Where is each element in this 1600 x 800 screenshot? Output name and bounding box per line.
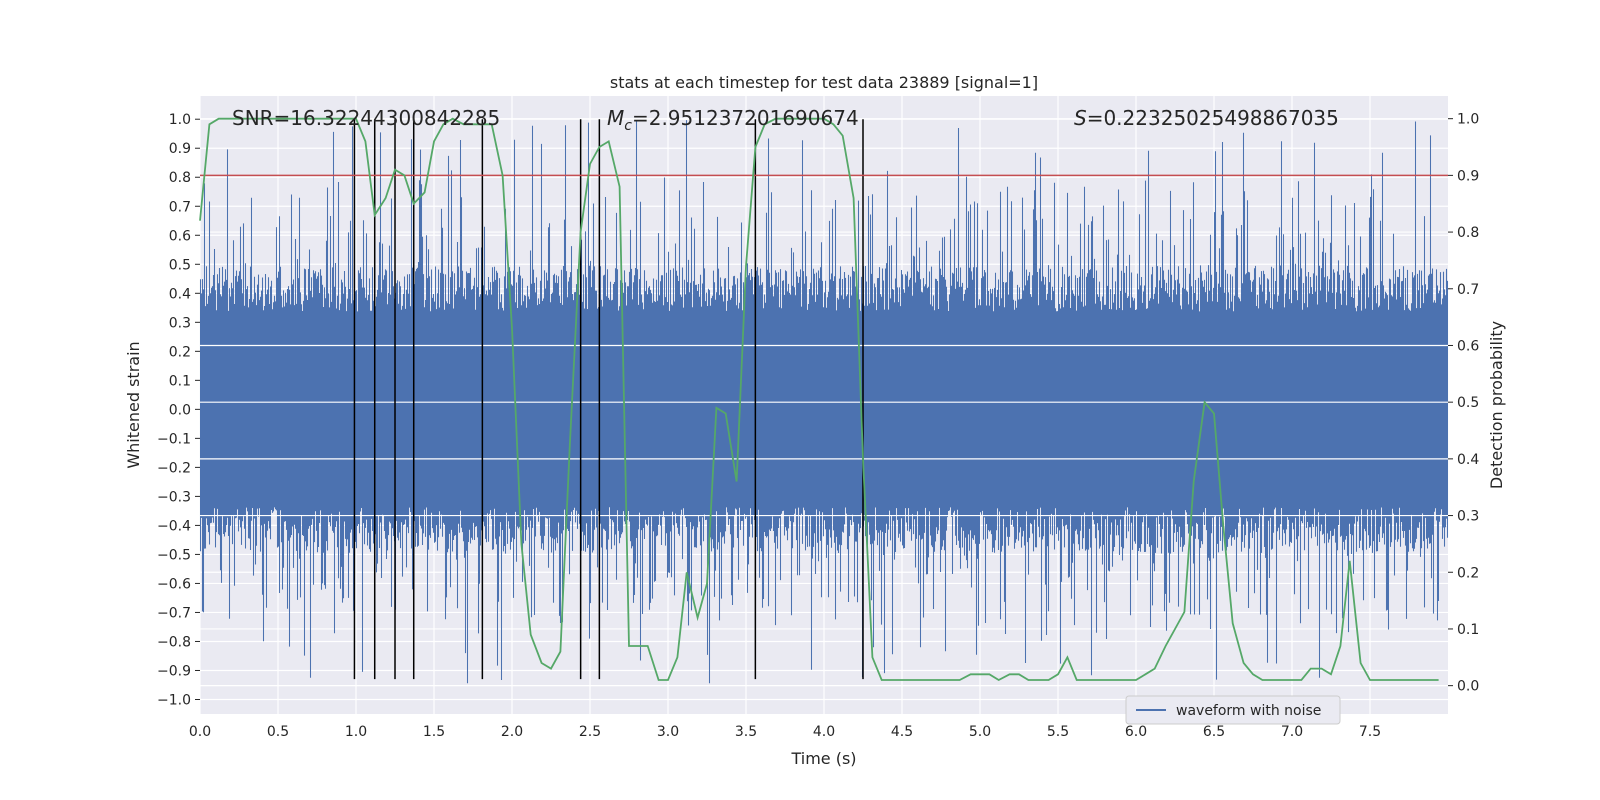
y-right-tick-label: 0.8	[1457, 225, 1479, 241]
y-tick-label: −0.7	[157, 605, 191, 621]
y-right-tick-label: 0.2	[1457, 565, 1479, 581]
waveform-path	[199, 120, 1449, 684]
y-tick-label: −1.0	[157, 692, 191, 708]
legend-box	[1125, 695, 1341, 725]
mc-subscript: c	[624, 118, 632, 134]
mc-symbol: M	[607, 106, 624, 130]
x-tick-label: 0.0	[189, 724, 211, 740]
y-ticks-right: 1.0 0.9 0.8 0.7 0.6 0.5 0.4 0.3 0.2 0.1 0.0	[1448, 112, 1479, 695]
s-symbol: S	[1074, 106, 1087, 130]
x-tick-label: 4.5	[891, 724, 913, 740]
y-tick-label: −0.2	[157, 460, 191, 476]
y-right-tick-label: 0.1	[1457, 622, 1479, 638]
x-tick-label: 5.0	[969, 724, 991, 740]
y-right-tick-label: 0.3	[1457, 509, 1479, 525]
y-right-tick-label: 0.7	[1457, 282, 1479, 298]
vertical-markers	[353, 119, 864, 680]
x-tick-label: 6.5	[1203, 724, 1225, 740]
mc-value: =2.951237201690674	[632, 106, 859, 130]
x-tick-label: 7.5	[1359, 724, 1381, 740]
x-tick-label: 2.5	[579, 724, 601, 740]
legend: waveform with noise	[1125, 695, 1341, 725]
y-tick-label: −0.6	[157, 576, 191, 592]
y-tick-label: 0.0	[169, 402, 191, 418]
y-axis-label-right: Detection probability	[1487, 321, 1506, 489]
y-tick-label: 0.2	[169, 344, 191, 360]
x-tick-label: 3.5	[735, 724, 757, 740]
y-tick-label: −0.8	[157, 634, 191, 650]
y-axis-label: Whitened strain	[124, 341, 143, 468]
y-tick-label: 1.0	[169, 112, 191, 128]
y-tick-label: 0.1	[169, 373, 191, 389]
y-ticks-left: 1.0 0.9 0.8 0.7 0.6 0.5 0.4 0.3 0.2 0.1 0.0 −0.1 −0.…	[157, 112, 200, 708]
y-tick-label: −0.4	[157, 518, 191, 534]
x-tick-label: 5.5	[1047, 724, 1069, 740]
y-right-tick-label: 0.9	[1457, 168, 1479, 184]
mc-annotation: Mc=2.951237201690674	[607, 106, 859, 134]
y-tick-label: 0.4	[169, 286, 191, 302]
y-tick-label: 0.8	[169, 170, 191, 186]
y-tick-label: 0.5	[169, 257, 191, 273]
y-right-tick-label: 1.0	[1457, 112, 1479, 128]
y-tick-label: −0.1	[157, 431, 191, 447]
x-tick-label: 1.5	[423, 724, 445, 740]
detection-probability-line	[199, 117, 1439, 682]
x-axis-label: Time (s)	[790, 749, 856, 768]
y-tick-label: −0.9	[157, 663, 191, 679]
y-right-tick-label: 0.4	[1457, 452, 1479, 468]
x-tick-label: 3.0	[657, 724, 679, 740]
x-tick-label: 2.0	[501, 724, 523, 740]
y-right-tick-label: 0.5	[1457, 395, 1479, 411]
s-value: =0.22325025498867035	[1087, 106, 1339, 130]
s-annotation: S=0.22325025498867035	[1074, 106, 1339, 130]
waveform-series	[199, 120, 1449, 684]
y-tick-label: 0.9	[169, 141, 191, 157]
chart-title: stats at each timestep for test data 238…	[610, 73, 1038, 92]
y-tick-label: −0.5	[157, 547, 191, 563]
x-tick-label: 7.0	[1281, 724, 1303, 740]
y-tick-label: 0.3	[169, 315, 191, 331]
y-tick-label: 0.7	[169, 199, 191, 215]
y-tick-label: −0.3	[157, 489, 191, 505]
snr-annotation: SNR=16.32244300842285	[232, 106, 500, 130]
y-right-tick-label: 0.0	[1457, 679, 1479, 695]
y-right-tick-label: 0.6	[1457, 338, 1479, 354]
x-tick-label: 0.5	[267, 724, 289, 740]
legend-label: waveform with noise	[1176, 703, 1321, 719]
x-ticks: 0.0 0.5 1.0 1.5 2.0 2.5 3.0 3.5 4.0 4.5 5.0 5.5 6.0 6…	[189, 724, 1381, 740]
x-tick-label: 6.0	[1125, 724, 1147, 740]
x-tick-label: 4.0	[813, 724, 835, 740]
x-tick-label: 1.0	[345, 724, 367, 740]
y-tick-label: 0.6	[169, 228, 191, 244]
